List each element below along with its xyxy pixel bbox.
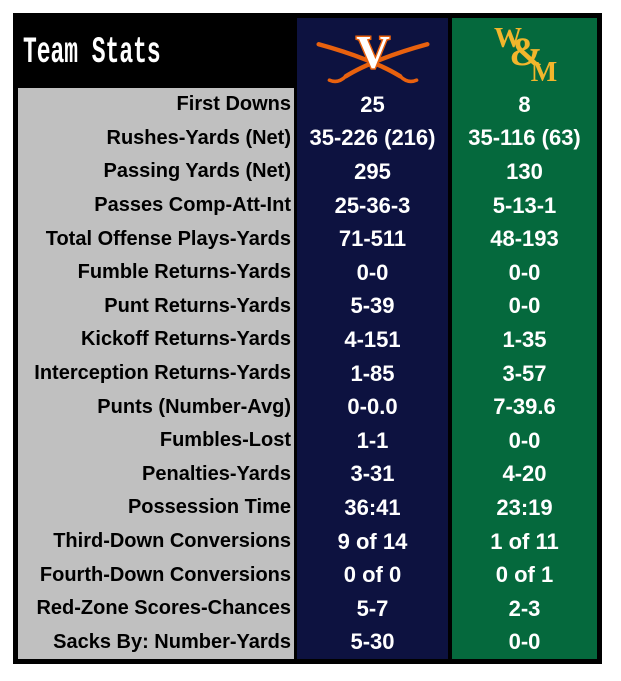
stat-label: Total Offense Plays-Yards: [18, 222, 294, 256]
team2-value: 48-193: [452, 222, 597, 256]
stat-label: Interception Returns-Yards: [18, 356, 294, 391]
stat-row: Passes Comp-Att-Int 25-36-3 5-13-1: [18, 188, 597, 223]
team2-value: 4-20: [452, 457, 597, 492]
stat-row: Punt Returns-Yards 5-39 0-0: [18, 289, 597, 324]
team2-value: 7-39.6: [452, 390, 597, 424]
stat-label: Penalties-Yards: [18, 457, 294, 492]
saber-right-icon: [343, 42, 430, 79]
virginia-cavaliers-logo: V: [315, 26, 430, 84]
team2-value: 1 of 11: [452, 524, 597, 559]
stat-label: Possession Time: [18, 491, 294, 525]
team2-value: 0-0: [452, 423, 597, 458]
team1-value: 4-151: [297, 323, 448, 357]
stat-label: Sacks By: Number-Yards: [18, 625, 294, 660]
saber-left-icon: [315, 42, 402, 79]
stat-label: Punts (Number-Avg): [18, 390, 294, 424]
team1-value: 9 of 14: [297, 524, 448, 559]
stat-label: First Downs: [18, 88, 294, 122]
team1-value: 35-226 (216): [297, 121, 448, 156]
virginia-v-letter: V: [356, 28, 390, 79]
team2-value: 8: [452, 88, 597, 122]
team2-header-cell: & W M: [452, 18, 597, 88]
stat-label: Fumble Returns-Yards: [18, 255, 294, 290]
stat-label: Red-Zone Scores-Chances: [18, 591, 294, 626]
team1-value: 3-31: [297, 457, 448, 492]
team1-header-cell: V: [297, 18, 448, 88]
stat-label: Fumbles-Lost: [18, 423, 294, 458]
team1-value: 5-30: [297, 625, 448, 660]
stat-label: Passing Yards (Net): [18, 155, 294, 189]
team1-value: 25-36-3: [297, 188, 448, 223]
stat-row: Total Offense Plays-Yards 71-511 48-193: [18, 222, 597, 256]
team2-value: 0-0: [452, 255, 597, 290]
stat-row: Third-Down Conversions 9 of 14 1 of 11: [18, 524, 597, 559]
wm-monogram-ampersand: &: [509, 29, 542, 74]
william-and-mary-logo: & W M: [494, 23, 557, 85]
stat-row: Kickoff Returns-Yards 4-151 1-35: [18, 323, 597, 357]
stat-label: Punt Returns-Yards: [18, 289, 294, 324]
team2-value: 3-57: [452, 356, 597, 391]
table-title-cell: Team Stats: [18, 18, 294, 88]
saber-hilt-left-icon: [327, 74, 348, 84]
team2-value: 130: [452, 155, 597, 189]
team1-value: 5-7: [297, 591, 448, 626]
stat-row: Fourth-Down Conversions 0 of 0 0 of 1: [18, 558, 597, 592]
stat-label: Third-Down Conversions: [18, 524, 294, 559]
team1-value: 25: [297, 88, 448, 122]
team2-value: 0-0: [452, 625, 597, 660]
stat-label: Passes Comp-Att-Int: [18, 188, 294, 223]
stat-label: Rushes-Yards (Net): [18, 121, 294, 156]
stat-row: Possession Time 36:41 23:19: [18, 491, 597, 525]
stat-row: Sacks By: Number-Yards 5-30 0-0: [18, 625, 597, 660]
stat-label: Kickoff Returns-Yards: [18, 323, 294, 357]
stat-label: Fourth-Down Conversions: [18, 558, 294, 592]
stat-row: Fumbles-Lost 1-1 0-0: [18, 423, 597, 458]
stat-row: Interception Returns-Yards 1-85 3-57: [18, 356, 597, 391]
team2-value: 0 of 1: [452, 558, 597, 592]
team2-value: 5-13-1: [452, 188, 597, 223]
team1-value: 71-511: [297, 222, 448, 256]
stats-rows: First Downs 25 8 Rushes-Yards (Net) 35-2…: [18, 88, 597, 660]
team2-value: 2-3: [452, 591, 597, 626]
team1-value: 5-39: [297, 289, 448, 324]
team1-value: 0-0.0: [297, 390, 448, 424]
stat-row: Passing Yards (Net) 295 130: [18, 155, 597, 189]
team1-value: 1-1: [297, 423, 448, 458]
team-stats-table: Team Stats V & W M: [13, 13, 602, 664]
table-header-row: Team Stats V & W M: [18, 18, 597, 88]
stat-row: First Downs 25 8: [18, 88, 597, 122]
team2-value: 1-35: [452, 323, 597, 357]
stat-row: Rushes-Yards (Net) 35-226 (216) 35-116 (…: [18, 121, 597, 156]
team2-value: 35-116 (63): [452, 121, 597, 156]
stat-row: Punts (Number-Avg) 0-0.0 7-39.6: [18, 390, 597, 424]
team2-value: 0-0: [452, 289, 597, 324]
team1-value: 36:41: [297, 491, 448, 525]
team1-value: 1-85: [297, 356, 448, 391]
stat-row: Penalties-Yards 3-31 4-20: [18, 457, 597, 492]
team1-value: 0 of 0: [297, 558, 448, 592]
team1-value: 295: [297, 155, 448, 189]
stat-row: Red-Zone Scores-Chances 5-7 2-3: [18, 591, 597, 626]
stat-row: Fumble Returns-Yards 0-0 0-0: [18, 255, 597, 290]
wm-monogram-m: M: [530, 57, 556, 85]
wm-monogram-w: W: [494, 23, 522, 54]
saber-hilt-right-icon: [397, 74, 418, 84]
page-title: Team Stats: [22, 32, 161, 74]
team1-value: 0-0: [297, 255, 448, 290]
team2-value: 23:19: [452, 491, 597, 525]
